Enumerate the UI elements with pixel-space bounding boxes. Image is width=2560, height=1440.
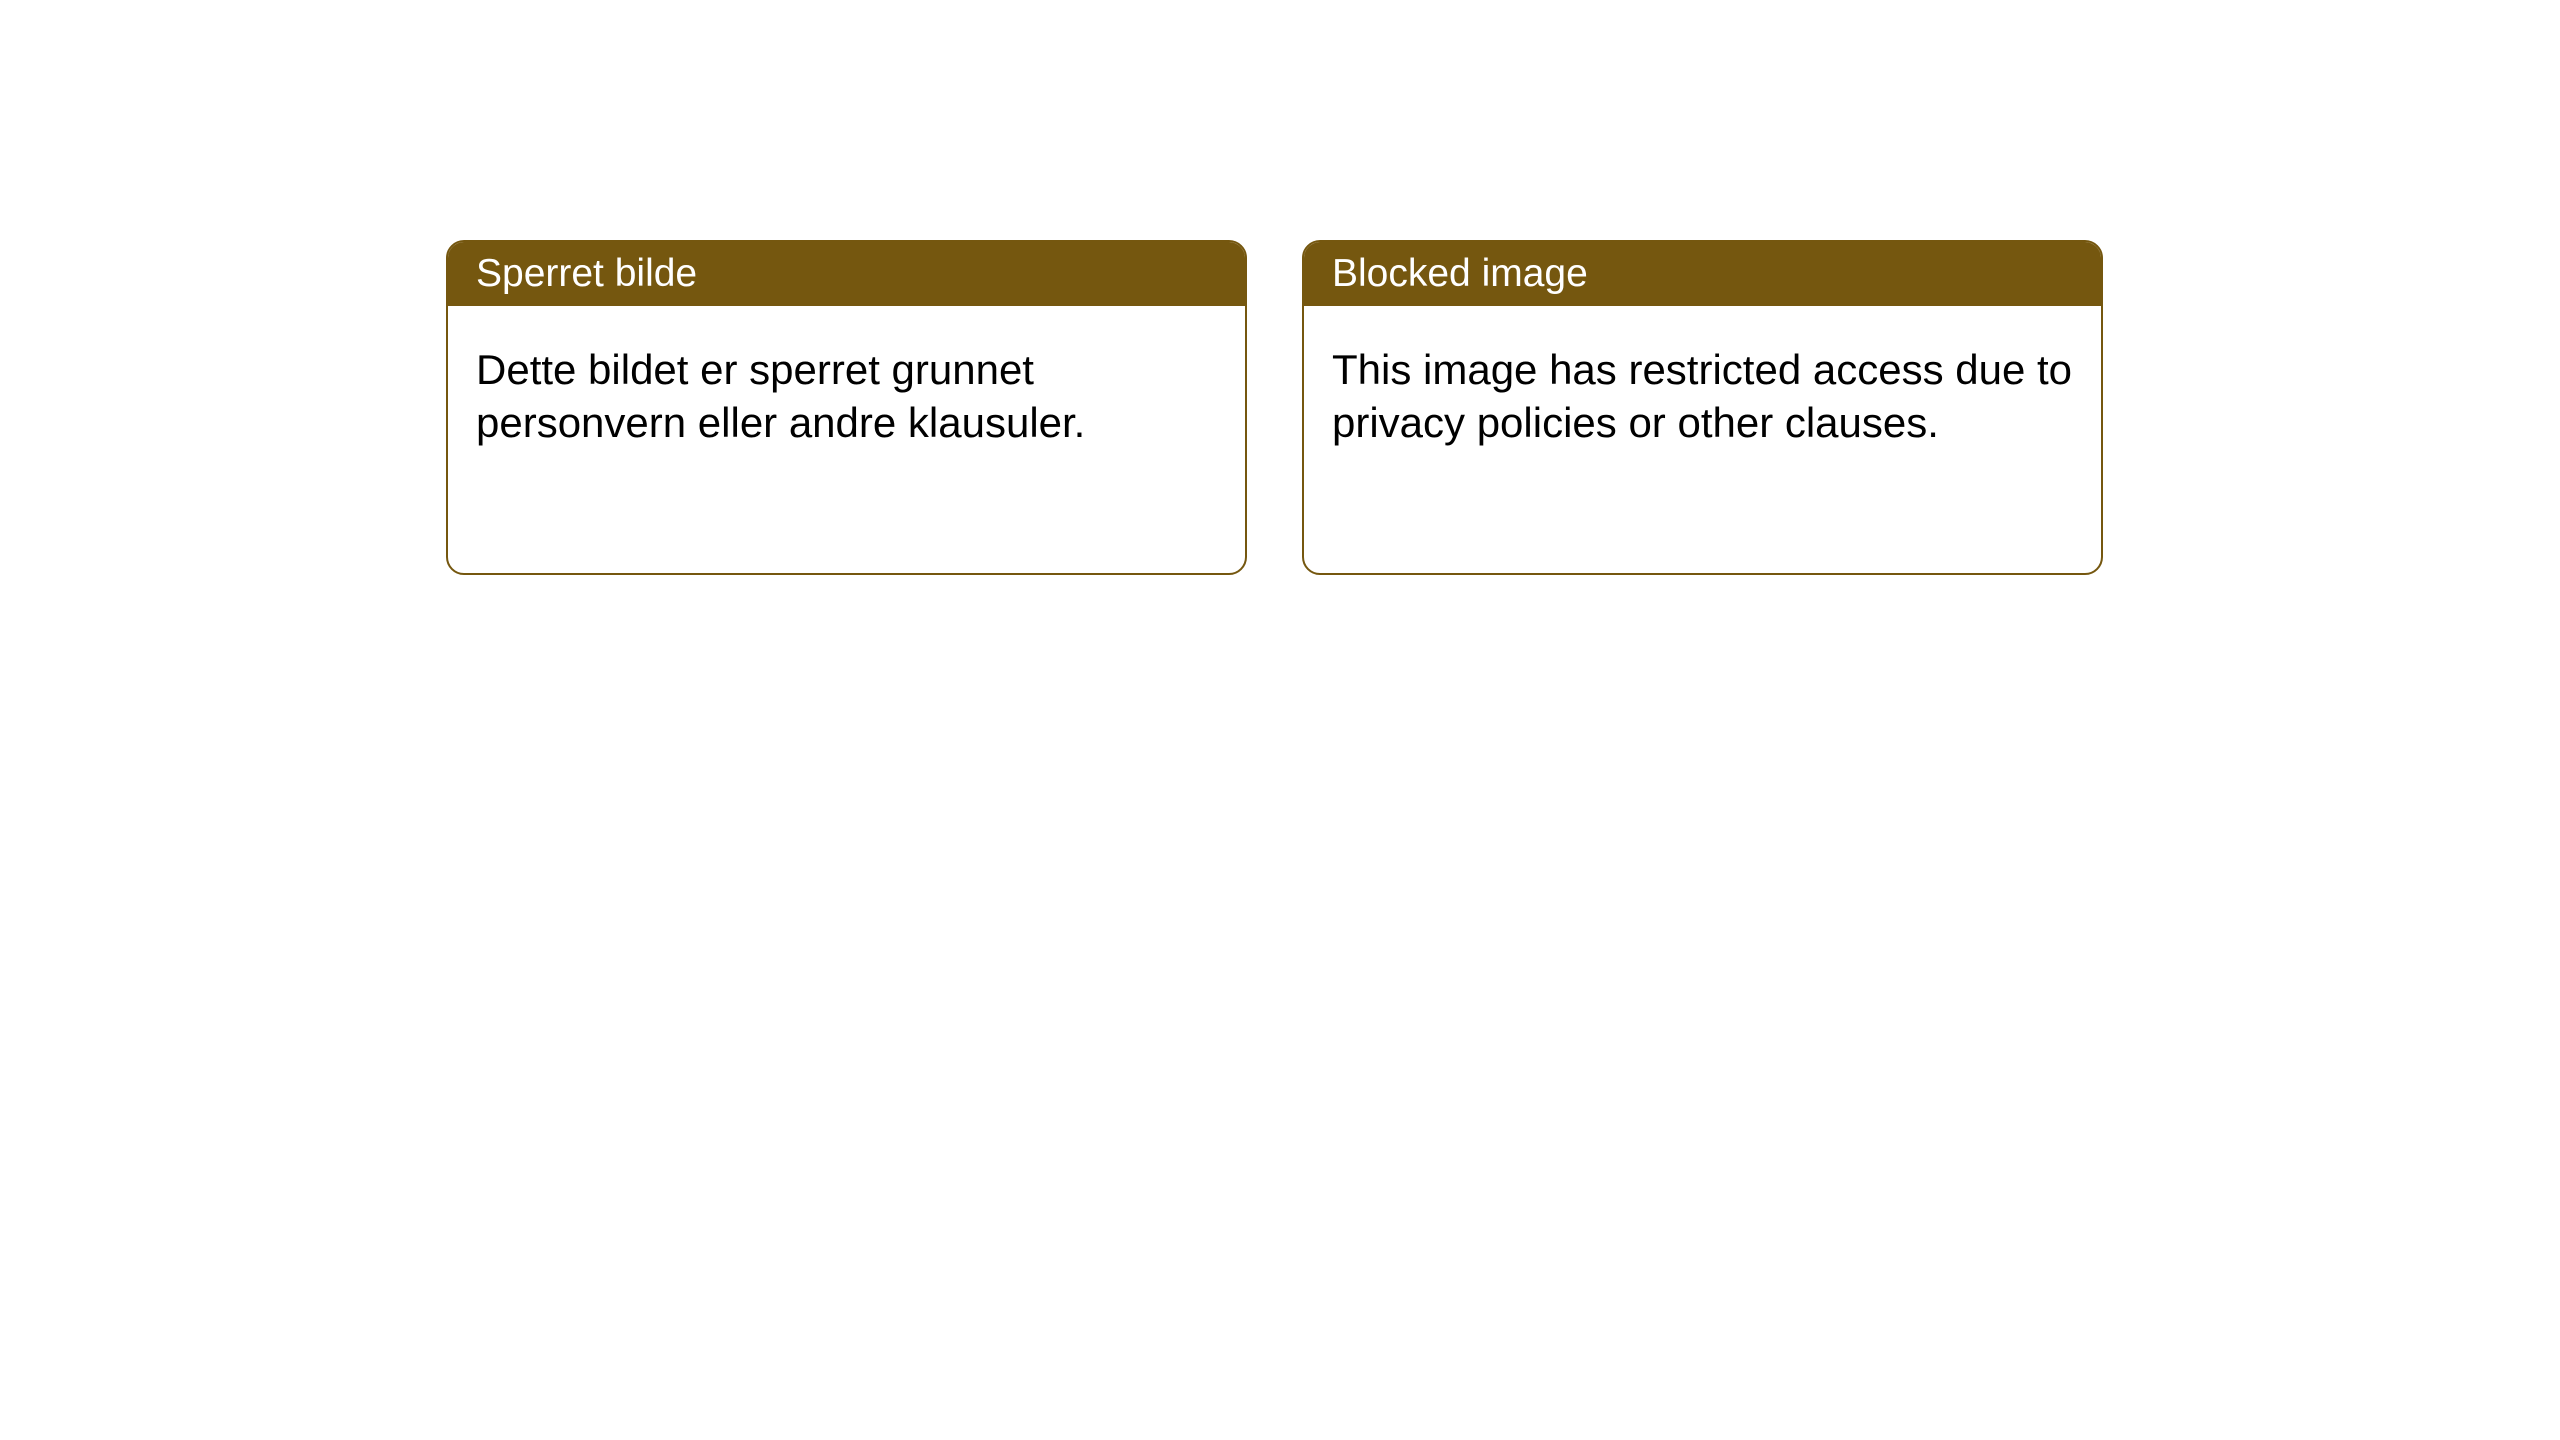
notice-card-english: Blocked image This image has restricted … — [1302, 240, 2103, 575]
notice-card-text: Dette bildet er sperret grunnet personve… — [476, 346, 1085, 446]
notice-card-title: Sperret bilde — [476, 252, 697, 295]
notice-card-text: This image has restricted access due to … — [1332, 346, 2072, 446]
notice-card-body: Dette bildet er sperret grunnet personve… — [448, 306, 1245, 487]
notice-card-norwegian: Sperret bilde Dette bildet er sperret gr… — [446, 240, 1247, 575]
notice-card-body: This image has restricted access due to … — [1304, 306, 2101, 487]
notice-card-title: Blocked image — [1332, 252, 1588, 295]
notice-card-header: Blocked image — [1304, 242, 2101, 306]
notice-cards-container: Sperret bilde Dette bildet er sperret gr… — [0, 0, 2560, 575]
notice-card-header: Sperret bilde — [448, 242, 1245, 306]
